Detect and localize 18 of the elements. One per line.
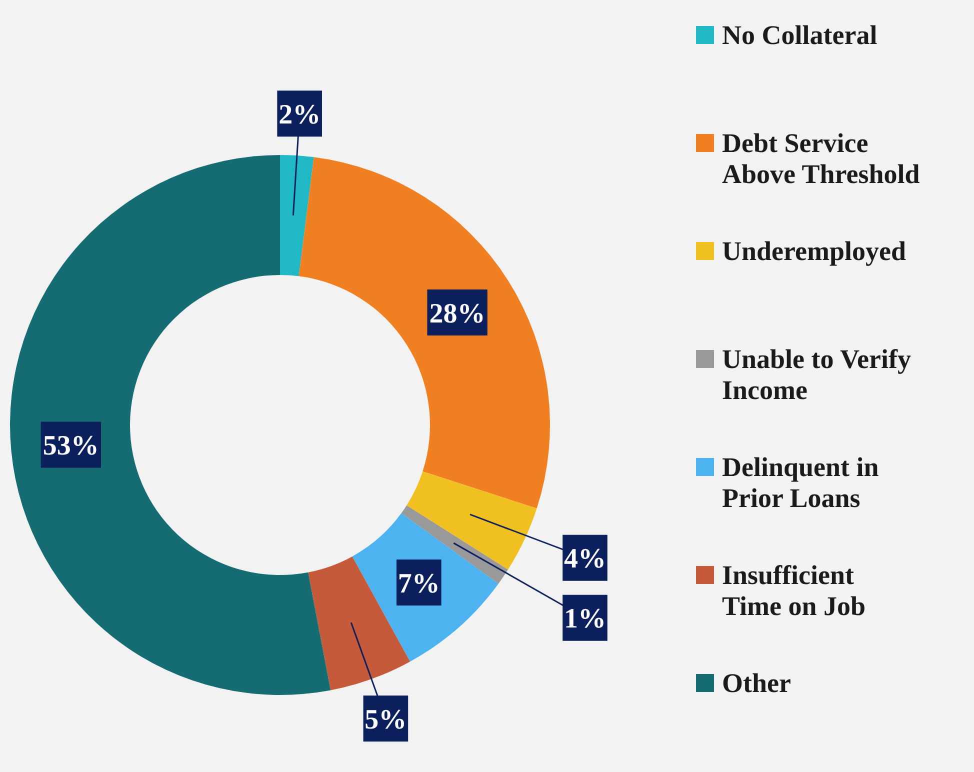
donut-slice [280,155,314,276]
legend-label: Delinquent in Prior Loans [722,452,879,513]
data-label: 53% [42,430,99,462]
legend-label: Other [722,668,791,698]
data-label: 4% [564,544,606,575]
legend-label: Debt Service Above Threshold [722,128,920,189]
legend-label: Underemployed [722,236,906,266]
data-label: 1% [564,604,606,635]
donut-slice [10,155,331,695]
data-label: 5% [364,704,407,736]
donut-slice [298,157,550,508]
data-label: 7% [398,568,440,600]
legend-label: Insufficient Time on Job [722,560,866,621]
data-label: 2% [278,99,321,130]
data-label: 28% [429,298,486,330]
legend-label: No Collateral [722,20,878,50]
donut-slice [406,471,537,570]
legend-label: Unable to Verify Income [722,344,912,405]
